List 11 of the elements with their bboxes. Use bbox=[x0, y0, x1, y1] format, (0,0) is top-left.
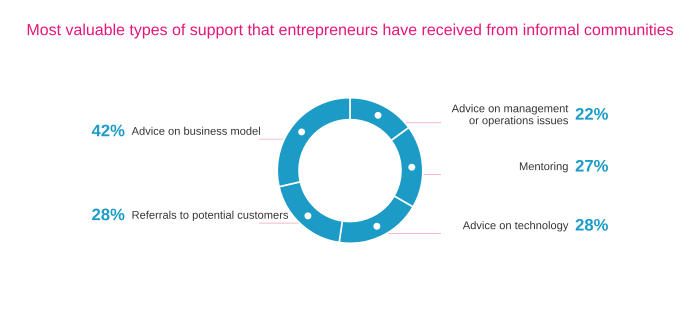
slice-label: Advice on business model bbox=[132, 126, 260, 135]
data-label: 42% bbox=[92, 124, 124, 136]
data-label: 27% bbox=[576, 160, 608, 172]
slice-label: Advice on management or operations issues bbox=[452, 104, 568, 126]
chart-title: Most valuable types of support that entrepreneurs have received from informal communities bbox=[28, 24, 674, 38]
slice-label: Mentoring bbox=[520, 162, 568, 172]
slice-label: Referrals to potential customers bbox=[132, 210, 288, 222]
data-label: 28% bbox=[576, 218, 608, 231]
data-label: 22% bbox=[576, 108, 608, 120]
slice-label: Advice on technology bbox=[462, 221, 568, 232]
data-label: 28% bbox=[92, 208, 124, 220]
